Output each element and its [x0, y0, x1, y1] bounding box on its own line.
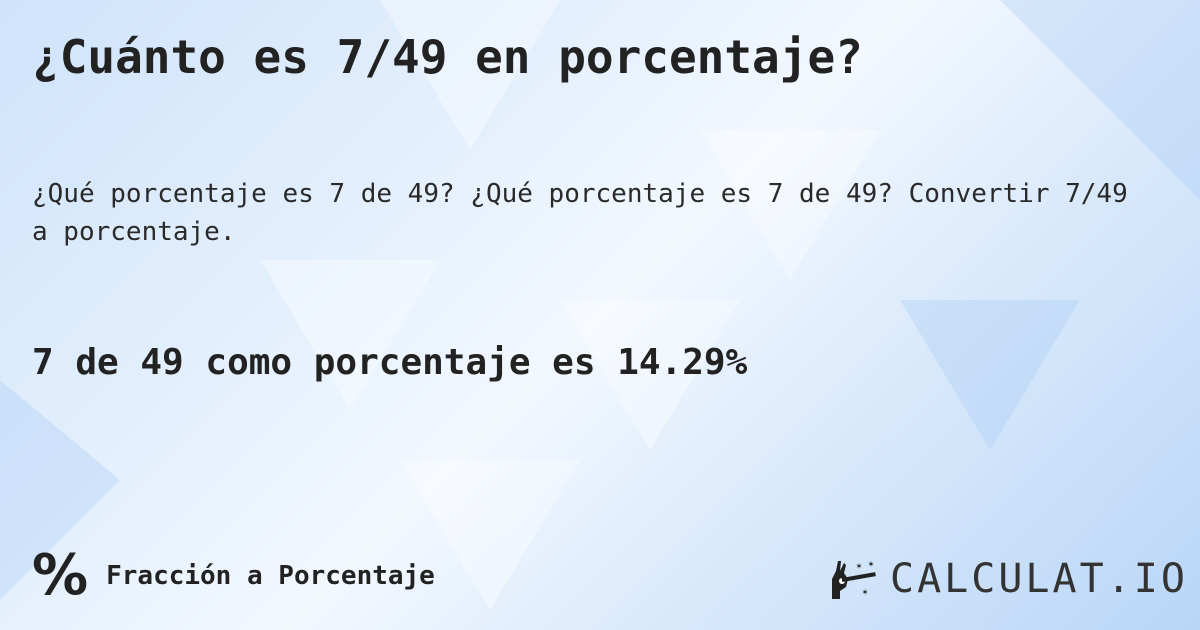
- question-subtitle: ¿Qué porcentaje es 7 de 49? ¿Qué porcent…: [32, 179, 1128, 247]
- page-title: ¿Cuánto es 7/49 en porcentaje?: [32, 30, 863, 84]
- answer-text: 7 de 49 como porcentaje es 14.29%: [32, 342, 748, 383]
- logo-text: CALCULAT.IO: [890, 556, 1188, 602]
- percent-icon: %: [32, 543, 89, 608]
- svg-text:✶: ✶: [862, 587, 868, 598]
- svg-text:✶: ✶: [856, 561, 862, 572]
- category-label: Fracción a Porcentaje: [106, 561, 435, 591]
- svg-text:✶: ✶: [868, 559, 874, 570]
- category-link[interactable]: % Fracción a Porcentaje: [32, 548, 435, 604]
- calculat-logo[interactable]: ✶ ✶ ✶ CALCULAT.IO: [828, 556, 1188, 602]
- magic-hand-wand-icon: ✶ ✶ ✶: [832, 559, 876, 599]
